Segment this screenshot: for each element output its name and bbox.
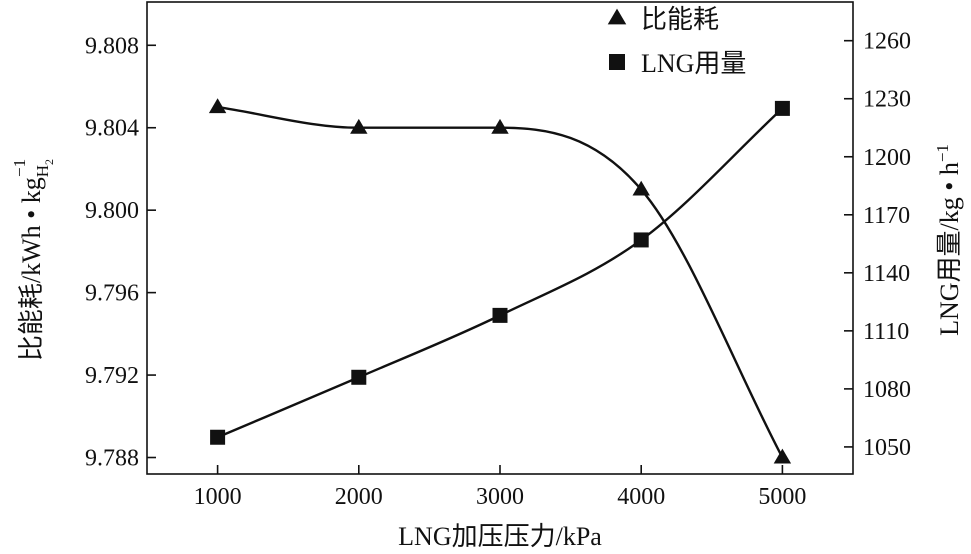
- y-left-tick-label: 9.804: [85, 116, 139, 142]
- data-point-square: [210, 429, 226, 445]
- y-right-tick-label: 1260: [863, 29, 911, 55]
- x-tick-label: 5000: [758, 484, 806, 510]
- x-tick-label: 3000: [476, 484, 524, 510]
- x-axis-title: LNG加压压力/kPa: [398, 522, 602, 551]
- plot-frame: [146, 1, 854, 475]
- y-right-axis-title: LNG用量/kg • h−1: [933, 144, 964, 336]
- series-line-square: [217, 107, 784, 439]
- y-left-tick-label: 9.792: [85, 363, 139, 389]
- y-right-tick-label: 1170: [863, 203, 910, 229]
- y-left-tick-label: 9.796: [85, 281, 139, 307]
- y-right-title-main: LNG用量/kg • h: [935, 162, 964, 336]
- y-left-title-main: 比能耗/kWh • kg: [17, 177, 46, 361]
- y-right-title-sup: −1: [933, 144, 952, 162]
- y-right-tick-label: 1050: [863, 435, 911, 461]
- data-point-triangle: [632, 180, 650, 196]
- x-tick-label: 1000: [194, 484, 242, 510]
- y-right-tick-label: 1140: [863, 261, 910, 287]
- x-tick-label: 2000: [335, 484, 383, 510]
- series-line-triangle: [217, 105, 784, 459]
- y-left-axis-title: 比能耗/kWh • kgH2 −1: [10, 159, 56, 361]
- data-point-square: [633, 232, 649, 248]
- legend-marker-triangle: [607, 8, 627, 25]
- y-right-tick-label: 1200: [863, 145, 911, 171]
- x-tick-label: 4000: [617, 484, 665, 510]
- legend: 比能耗 LNG用量: [607, 5, 746, 78]
- data-point-triangle: [350, 118, 368, 134]
- series-layer: [208, 98, 792, 464]
- data-point-triangle: [208, 98, 227, 114]
- y-right-tick-label: 1080: [863, 377, 911, 403]
- y-left-tick-label: 9.808: [85, 33, 139, 59]
- legend-label: 比能耗: [641, 5, 719, 34]
- legend-label: LNG用量: [641, 49, 746, 78]
- y-left-tick-label: 9.800: [85, 198, 139, 224]
- data-point-triangle: [773, 448, 792, 464]
- data-point-square: [351, 369, 367, 385]
- ticks-layer: 1000 2000 3000 4000 5000 9.788 9.792 9.796 9.800…: [85, 29, 911, 510]
- y-left-title-sub2: 2: [42, 159, 56, 165]
- y-left-title-sup: −1: [10, 159, 29, 177]
- y-left-title-sub: H: [33, 165, 52, 177]
- data-point-square: [492, 307, 508, 323]
- y-left-tick-label: 9.788: [85, 446, 139, 472]
- legend-marker-square: [609, 54, 625, 70]
- data-point-square: [774, 100, 790, 116]
- y-right-tick-label: 1230: [863, 87, 911, 113]
- data-point-triangle: [491, 118, 509, 134]
- y-right-tick-label: 1110: [863, 319, 909, 345]
